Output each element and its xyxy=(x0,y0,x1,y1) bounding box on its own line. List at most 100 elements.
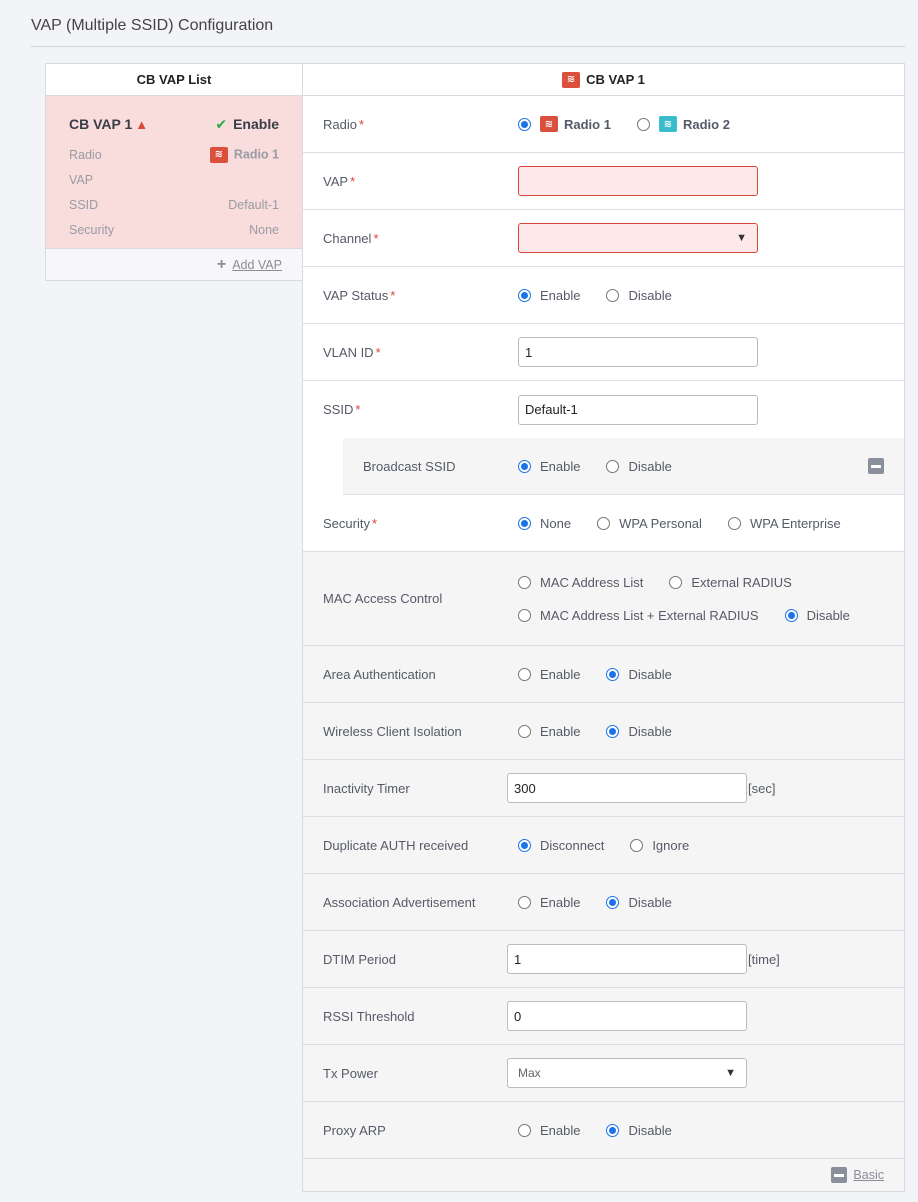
required-asterisk: * xyxy=(373,230,379,246)
card-label-security: Security xyxy=(69,222,115,237)
radio-button[interactable] xyxy=(518,516,531,530)
channel-select[interactable]: ▼ xyxy=(518,223,758,253)
radio-button[interactable] xyxy=(518,288,531,302)
radio-option-mac-address-list-external-radius[interactable]: MAC Address List + External RADIUS xyxy=(518,608,759,623)
radio-button[interactable] xyxy=(518,575,531,589)
radio-button[interactable] xyxy=(518,608,531,622)
radio-button[interactable] xyxy=(518,724,531,738)
field-label-text: Proxy ARP xyxy=(323,1122,386,1138)
radio-option-disable[interactable]: Disable xyxy=(606,666,672,682)
radio-button[interactable] xyxy=(727,516,741,530)
radio-option-disable[interactable]: Disable xyxy=(606,1123,672,1138)
form-row-radio: Radio * ≋ Radio 1 ≋ Radio 2 xyxy=(303,96,904,153)
radio-button[interactable] xyxy=(784,608,798,622)
radio-button[interactable] xyxy=(630,838,644,852)
dtim-period-input[interactable]: 1 xyxy=(507,944,747,974)
radio-button[interactable] xyxy=(636,117,650,131)
radio-button[interactable] xyxy=(606,667,620,681)
radio-option-radio-1[interactable]: ≋ Radio 1 xyxy=(518,116,611,132)
unit-label: [sec] xyxy=(748,780,776,796)
radio-option-wpa-personal[interactable]: WPA Personal xyxy=(597,516,702,531)
form-row-mac-access-control: MAC Access Control MAC Address List Extern… xyxy=(303,552,904,646)
radio-label: WPA Personal xyxy=(619,515,702,531)
radio-label: Disconnect xyxy=(540,837,605,853)
radio-button[interactable] xyxy=(606,895,620,909)
radio-option-enable[interactable]: Enable xyxy=(518,459,580,474)
radio-option-ignore[interactable]: Ignore xyxy=(630,838,689,853)
required-asterisk: * xyxy=(375,344,381,360)
field-label: VLAN ID * xyxy=(323,345,381,360)
ssid-input[interactable]: Default-1 xyxy=(518,394,758,425)
radio-option-enable[interactable]: Enable xyxy=(518,724,580,739)
field-label: Proxy ARP xyxy=(323,1123,386,1138)
divider xyxy=(31,46,905,47)
radio-button[interactable] xyxy=(606,459,620,473)
radio-button[interactable] xyxy=(518,1123,531,1137)
radio-button[interactable] xyxy=(518,459,531,473)
radio-label: MAC Address List + External RADIUS xyxy=(540,607,759,623)
card-label-radio: Radio xyxy=(69,147,102,162)
collapse-icon[interactable] xyxy=(868,458,884,474)
form-row-vlan-id: VLAN ID * 1 xyxy=(303,324,904,381)
radio-label: Ignore xyxy=(652,837,690,853)
radio-button[interactable] xyxy=(597,516,611,530)
radio-option-external-radius[interactable]: External RADIUS xyxy=(669,575,792,590)
radio-button[interactable] xyxy=(606,724,620,738)
radio-label: Enable xyxy=(540,666,581,682)
field-label-text: Area Authentication xyxy=(323,666,436,682)
radio-option-disconnect[interactable]: Disconnect xyxy=(518,838,604,853)
collapse-icon[interactable] xyxy=(831,1167,848,1183)
radio-option-enable[interactable]: Enable xyxy=(518,667,580,682)
form-row-ssid: SSID * Default-1 xyxy=(303,381,904,438)
input-wrap xyxy=(518,166,758,196)
vap-card[interactable]: CB VAP 1 ▲ ✔ Enable Radio ≋ Radio 1 VAP SSID… xyxy=(46,96,302,248)
vlan-id-input[interactable]: 1 xyxy=(518,337,758,367)
field-label-text: VLAN ID xyxy=(323,344,374,360)
radio-button[interactable] xyxy=(518,838,531,852)
field-label-text: Duplicate AUTH received xyxy=(323,837,469,853)
plus-icon[interactable]: + xyxy=(216,255,227,273)
vap-card-status: Enable xyxy=(233,115,279,132)
field-label-text: Wireless Client Isolation xyxy=(323,723,462,739)
card-value-security: None xyxy=(249,222,279,237)
radio-line: MAC Address List External RADIUS xyxy=(518,575,818,590)
vap-card-name: CB VAP 1 xyxy=(69,116,133,132)
tx-power-select[interactable]: Max ▼ xyxy=(507,1058,747,1088)
radio-button[interactable] xyxy=(518,667,531,681)
rssi-threshold-input[interactable]: 0 xyxy=(507,1001,747,1031)
radio-group: Enable Disable xyxy=(518,288,698,303)
radio-button[interactable] xyxy=(518,895,531,909)
radio-option-disable[interactable]: Disable xyxy=(606,459,672,474)
radio-group: Enable Disable xyxy=(518,895,698,910)
required-asterisk: * xyxy=(355,402,361,417)
radio-option-enable[interactable]: Enable xyxy=(518,288,580,303)
field-label: Radio * xyxy=(323,117,364,132)
radio-option-disable[interactable]: Disable xyxy=(606,288,672,303)
radio-label: Enable xyxy=(540,287,581,303)
radio-option-disable[interactable]: Disable xyxy=(606,724,672,739)
radio-option-radio-2[interactable]: ≋ Radio 2 xyxy=(636,116,730,132)
radio-option-disable[interactable]: Disable xyxy=(784,608,850,623)
radio-button[interactable] xyxy=(518,117,531,131)
radio-option-mac-address-list[interactable]: MAC Address List xyxy=(518,575,643,590)
radio-button[interactable] xyxy=(606,288,620,302)
vap-input[interactable] xyxy=(518,166,758,196)
radio-button[interactable] xyxy=(669,575,683,589)
form-row-security: Security * None WPA Personal WPA Enterprise xyxy=(303,495,904,552)
radio-label: Disable xyxy=(628,666,672,682)
inactivity-timer-input[interactable]: 300 xyxy=(507,773,747,803)
radio-button[interactable] xyxy=(606,1123,620,1137)
radio-option-enable[interactable]: Enable xyxy=(518,895,580,910)
field-label-text: VAP xyxy=(323,173,349,189)
field-label-text: VAP Status xyxy=(323,287,389,303)
radio-option-wpa-enterprise[interactable]: WPA Enterprise xyxy=(727,516,841,531)
form-row-area-authentication: Area Authentication Enable Disable xyxy=(303,646,904,703)
radio-option-none[interactable]: None xyxy=(518,516,571,531)
radio-option-enable[interactable]: Enable xyxy=(518,1123,580,1138)
radio-option-disable[interactable]: Disable xyxy=(606,895,672,910)
field-label: Broadcast SSID xyxy=(363,459,456,474)
field-label: Duplicate AUTH received xyxy=(323,838,468,853)
page-title: VAP (Multiple SSID) Configuration xyxy=(31,17,274,34)
add-vap-link[interactable]: Add VAP xyxy=(232,257,282,272)
basic-link[interactable]: Basic xyxy=(853,1168,884,1182)
